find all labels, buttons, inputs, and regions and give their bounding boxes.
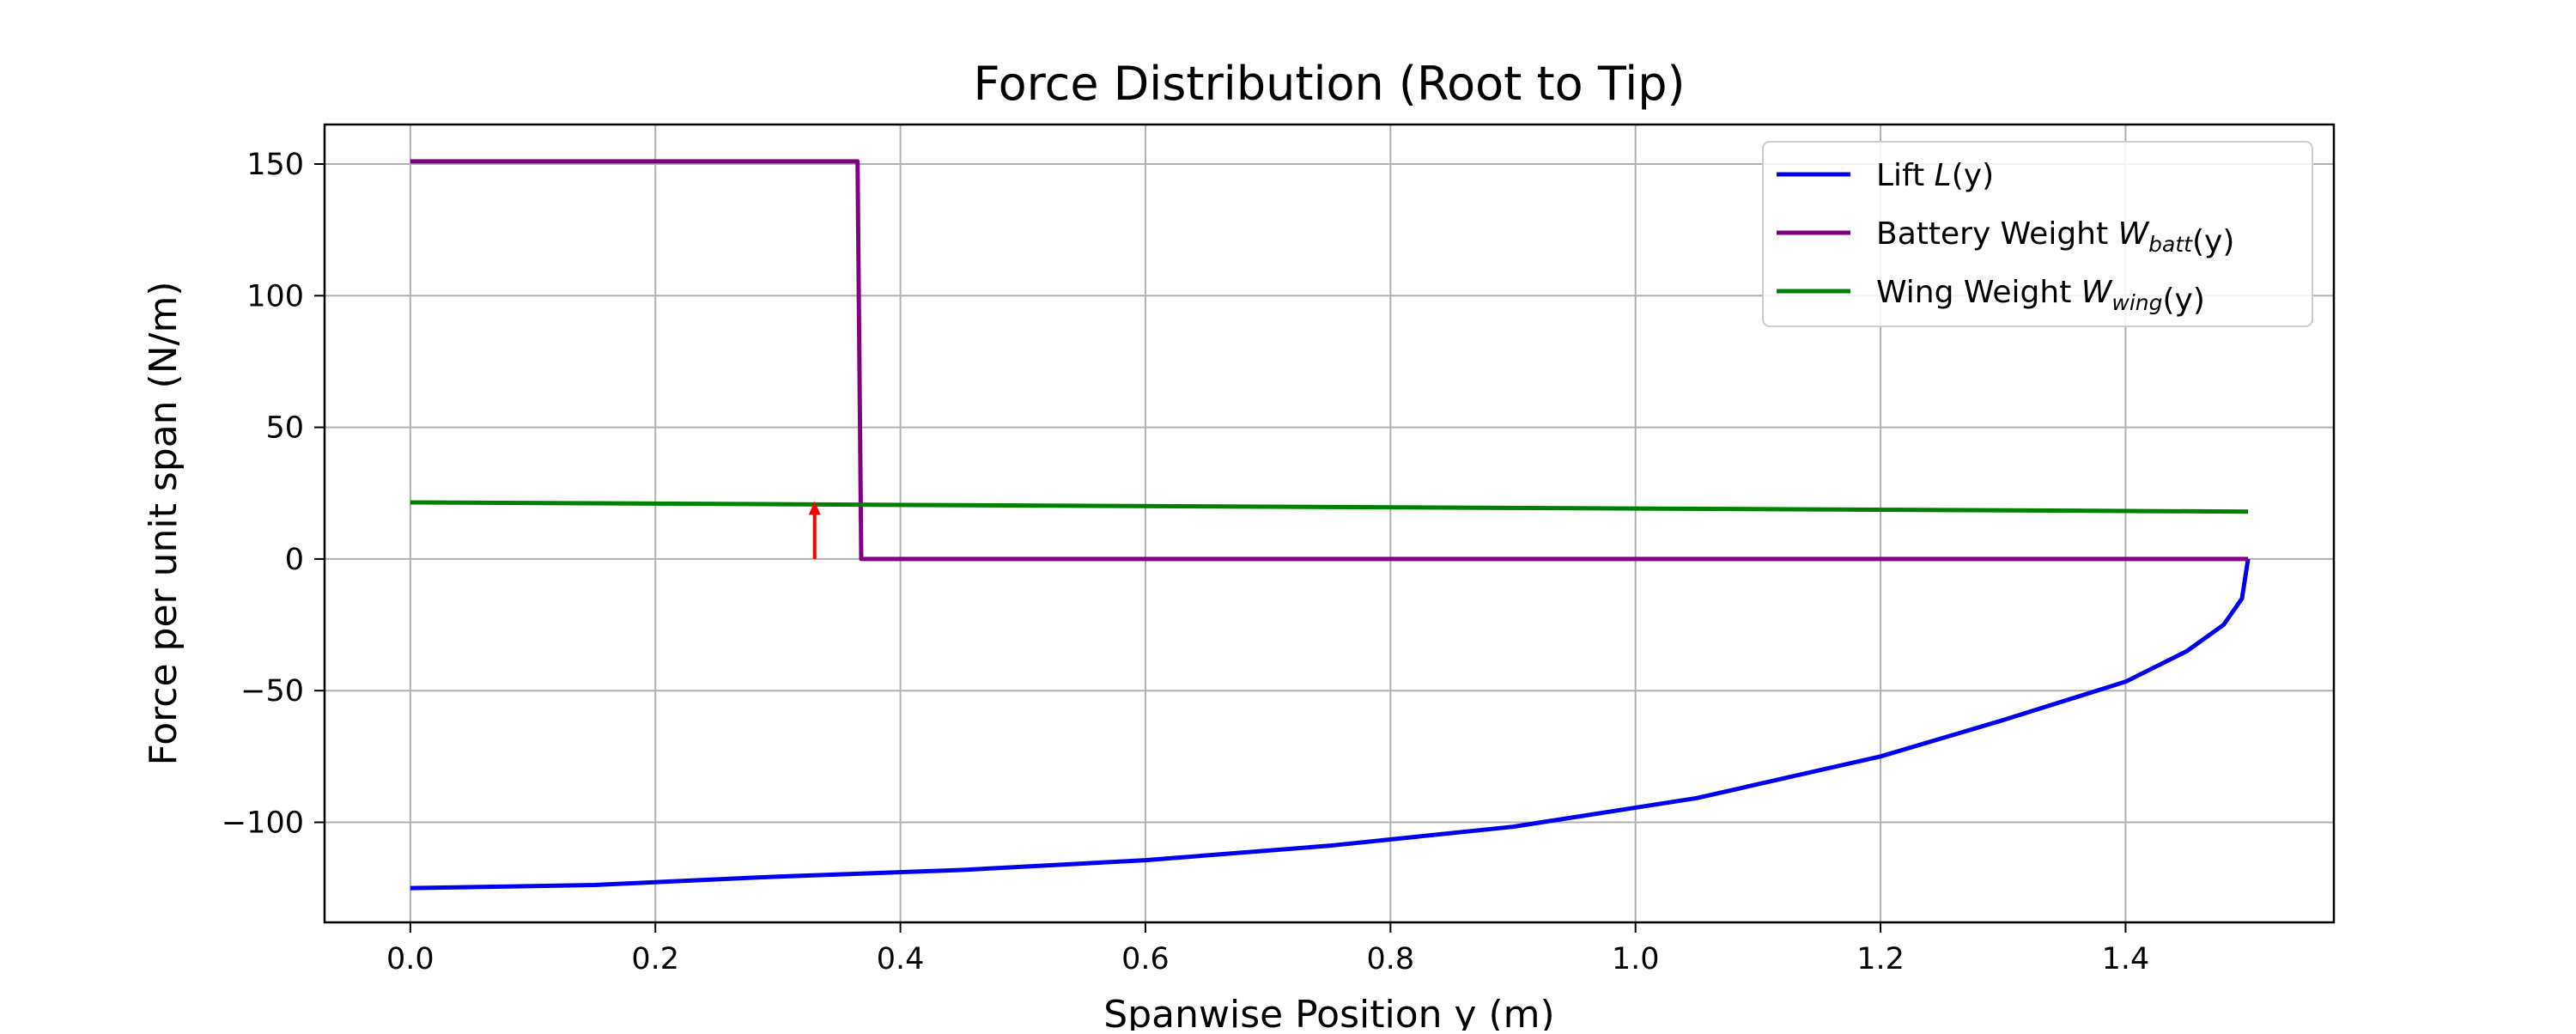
series-line-wing — [410, 500, 2249, 514]
series-line-l — [410, 558, 2251, 891]
series-layer — [410, 159, 2251, 891]
x-tick-label: 0.2 — [631, 942, 679, 976]
y-tick-label: 0 — [285, 543, 304, 577]
annotation-layer — [808, 501, 821, 559]
tick-layer: 0.0 0.2 0.4 0.6 0.8 1.0 1.2 1.4 150 100 50 0 −50 −100 — [222, 148, 2149, 976]
chart-title: Force Distribution (Root to Tip) — [973, 57, 1685, 111]
y-tick-label: −100 — [222, 806, 304, 840]
legend-box — [1762, 141, 2313, 327]
y-tick-label: −50 — [240, 674, 304, 709]
series-line-batt — [410, 159, 2249, 562]
annotation-arrow-head — [808, 501, 821, 515]
x-tick-label: 1.0 — [1612, 942, 1660, 976]
x-tick-label: 0.4 — [877, 942, 925, 976]
x-tick-label: 0.8 — [1367, 942, 1415, 976]
x-tick-label: 0.0 — [386, 942, 434, 976]
legend-label: Wing Weight Wwing(y) — [1876, 275, 2205, 318]
x-tick-label: 1.4 — [2102, 942, 2150, 976]
y-tick-label: 150 — [246, 148, 304, 182]
x-tick-label: 1.2 — [1856, 942, 1905, 976]
legend-label: Lift L(y) — [1876, 158, 1994, 193]
x-tick-label: 0.6 — [1121, 942, 1170, 976]
legend-label: Battery Weight Wbatt(y) — [1876, 216, 2234, 259]
y-axis-title: Force per unit span (N/m) — [142, 282, 185, 766]
legend: Lift L(y) Battery Weight Wbatt(y) Wing Wei… — [1762, 141, 2313, 327]
y-tick-label: 100 — [246, 279, 304, 313]
plot-frame — [323, 123, 2336, 924]
y-tick-label: 50 — [265, 411, 304, 446]
x-axis-title: Spanwise Position y (m) — [1103, 993, 1554, 1031]
